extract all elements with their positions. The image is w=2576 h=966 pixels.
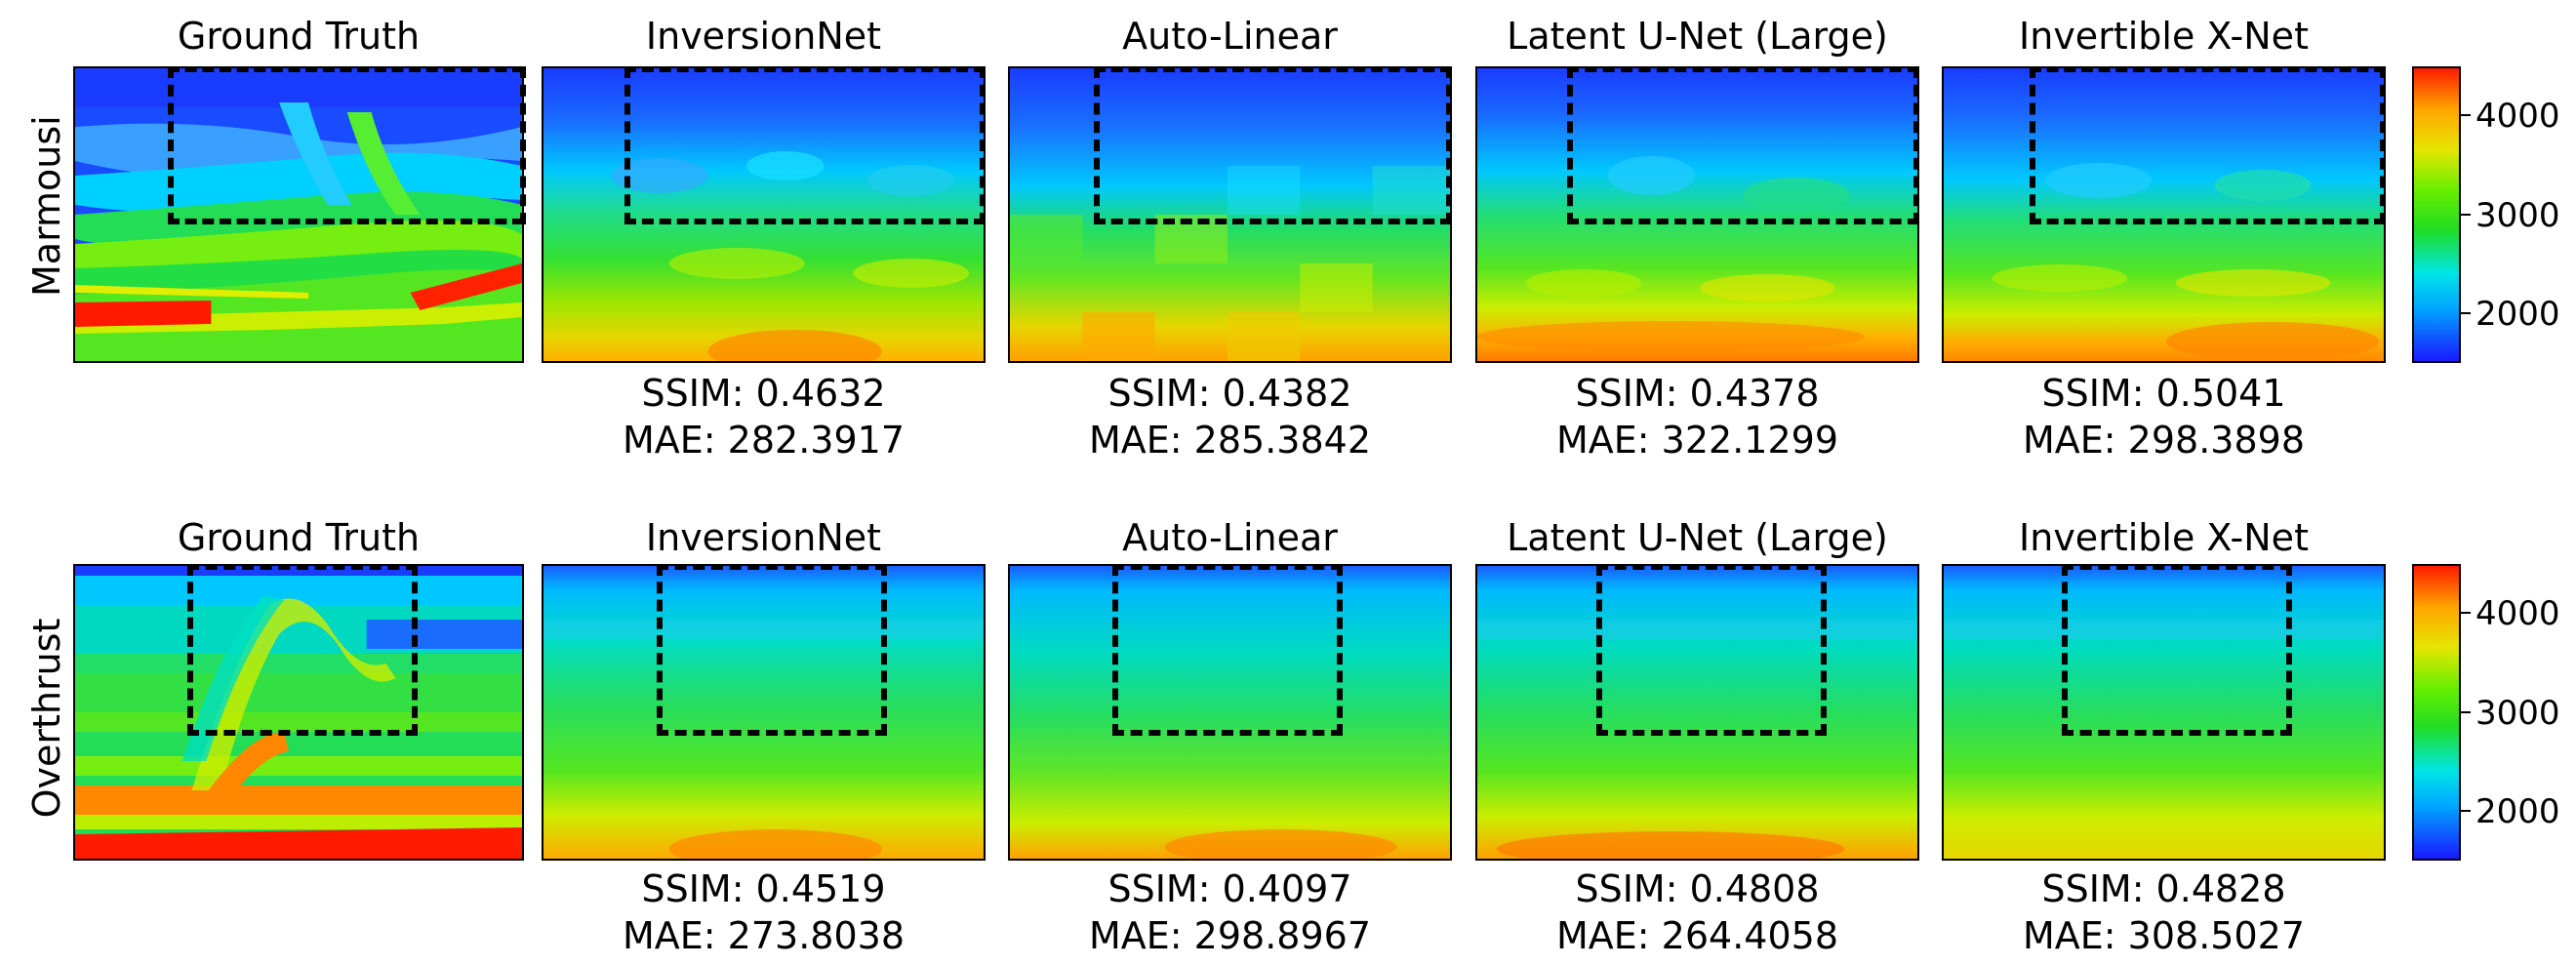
colorbar-tick-label-4000: 4000: [2475, 97, 2560, 136]
metric-marmousi-auto-linear: SSIM: 0.4382 MAE: 285.3842: [1008, 371, 1452, 463]
metric-marmousi-inversionnet: SSIM: 0.4632 MAE: 282.3917: [542, 371, 986, 463]
panel-overthrust-ground-truth: [73, 564, 524, 861]
ssim-value: SSIM: 0.4632: [641, 372, 886, 415]
col-title-inversionnet: InversionNet: [645, 15, 882, 58]
mae-value: MAE: 308.5027: [2023, 913, 2305, 957]
panel-marmousi-auto-linear: [1008, 66, 1452, 363]
metric-marmousi-invertible-xnet: SSIM: 0.5041 MAE: 298.3898: [1942, 371, 2386, 463]
col-title-invertible-xnet: Invertible X-Net: [2019, 15, 2309, 58]
mae-value: MAE: 298.3898: [2023, 418, 2305, 462]
col-title-ground-truth: Ground Truth: [177, 516, 421, 559]
col-title-ground-truth: Ground Truth: [177, 15, 421, 58]
mae-value: MAE: 322.1299: [1556, 418, 1838, 462]
colorbar-tick: [2461, 711, 2471, 713]
row-label-marmousi: Marmousi: [25, 115, 68, 297]
mae-value: MAE: 298.8967: [1089, 913, 1371, 957]
mae-value: MAE: 264.4058: [1556, 913, 1838, 957]
col-title-invertible-xnet: Invertible X-Net: [2019, 516, 2309, 559]
mae-value: MAE: 285.3842: [1089, 418, 1371, 462]
ssim-value: SSIM: 0.4519: [641, 867, 886, 910]
colorbar-tick: [2461, 214, 2471, 216]
panel-overthrust-invertible-xnet: [1942, 564, 2386, 861]
colorbar-tick: [2461, 312, 2471, 314]
mae-value: MAE: 273.8038: [623, 913, 905, 957]
colorbar-tick: [2461, 612, 2471, 614]
ssim-value: SSIM: 0.4382: [1107, 372, 1352, 415]
metric-overthrust-auto-linear: SSIM: 0.4097 MAE: 298.8967: [1008, 866, 1452, 959]
colorbar-overthrust: [2412, 564, 2461, 861]
metric-overthrust-latent-unet: SSIM: 0.4808 MAE: 264.4058: [1475, 866, 1919, 959]
panel-marmousi-inversionnet: [542, 66, 986, 363]
col-title-auto-linear: Auto-Linear: [1122, 516, 1338, 559]
colorbar-tick-label-2000: 2000: [2475, 792, 2560, 831]
ssim-value: SSIM: 0.5041: [2041, 372, 2286, 415]
ssim-value: SSIM: 0.4828: [2041, 867, 2286, 910]
panel-marmousi-ground-truth: [73, 66, 524, 363]
colorbar-tick: [2461, 810, 2471, 812]
ssim-value: SSIM: 0.4378: [1575, 372, 1820, 415]
zoom-box-marmousi-ground-truth-edge: [520, 66, 532, 224]
row-label-overthrust: Overthrust: [25, 618, 68, 819]
colorbar-tick-label-3000: 3000: [2475, 694, 2560, 733]
colorbar-tick-label-3000: 3000: [2475, 196, 2560, 235]
panel-marmousi-invertible-xnet: [1942, 66, 2386, 363]
panel-marmousi-latent-unet: [1475, 66, 1919, 363]
ssim-value: SSIM: 0.4808: [1575, 867, 1820, 910]
colorbar-tick-label-2000: 2000: [2475, 295, 2560, 334]
metric-overthrust-invertible-xnet: SSIM: 0.4828 MAE: 308.5027: [1942, 866, 2386, 959]
col-title-latent-unet: Latent U-Net (Large): [1507, 15, 1888, 58]
col-title-inversionnet: InversionNet: [645, 516, 882, 559]
colorbar-tick-label-4000: 4000: [2475, 594, 2560, 633]
panel-overthrust-inversionnet: [542, 564, 986, 861]
col-title-auto-linear: Auto-Linear: [1122, 15, 1338, 58]
mae-value: MAE: 282.3917: [623, 418, 905, 462]
panel-overthrust-latent-unet: [1475, 564, 1919, 861]
colorbar-tick: [2461, 114, 2471, 116]
metric-overthrust-inversionnet: SSIM: 0.4519 MAE: 273.8038: [542, 866, 986, 959]
col-title-latent-unet: Latent U-Net (Large): [1507, 516, 1888, 559]
metric-marmousi-latent-unet: SSIM: 0.4378 MAE: 322.1299: [1475, 371, 1919, 463]
colorbar-marmousi: [2412, 66, 2461, 363]
panel-overthrust-auto-linear: [1008, 564, 1452, 861]
ssim-value: SSIM: 0.4097: [1107, 867, 1352, 910]
